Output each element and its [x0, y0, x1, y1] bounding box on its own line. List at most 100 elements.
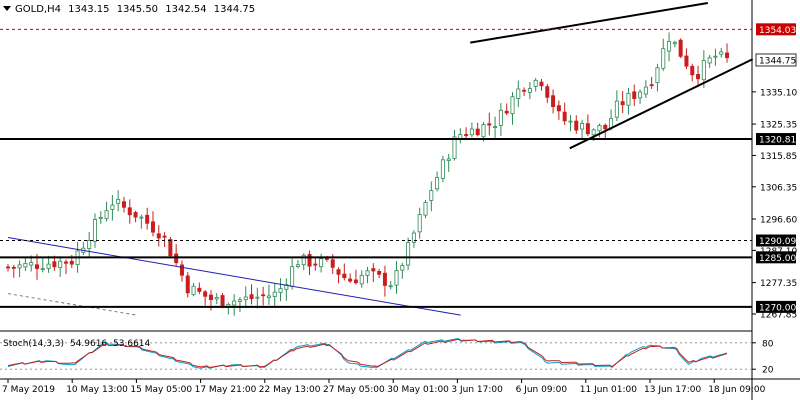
candle-body	[406, 242, 411, 266]
candle-body	[585, 123, 590, 135]
candle-body	[319, 258, 324, 268]
candle-body	[481, 124, 486, 138]
horizontal-levels: 1354.03 1344.75 1320.81 1290.09 1285.00 1270.…	[0, 23, 796, 313]
candle-body	[487, 123, 492, 126]
candle-body	[295, 264, 300, 267]
level-tag-label: 1320.81	[759, 136, 796, 146]
time-tick-label: 27 May 05:00	[323, 385, 385, 395]
candle-body	[110, 204, 115, 210]
time-tick-label: 6 Jun 09:00	[516, 385, 568, 395]
candle-body	[400, 265, 405, 271]
candle-body	[249, 294, 254, 300]
time-axis: 7 May 2019 10 May 13:00 15 May 05:00 17 May…	[2, 379, 766, 395]
candle-body	[632, 91, 637, 99]
candle-body	[475, 128, 480, 136]
candle-body	[330, 259, 335, 268]
level-tag-label: 1344.75	[759, 56, 796, 66]
candle-body	[197, 287, 202, 292]
candle-body	[655, 67, 660, 84]
candle-body	[574, 120, 579, 131]
candle-body	[435, 177, 440, 190]
price-tick-label: 1315.85	[760, 152, 797, 162]
candle-body	[348, 278, 353, 282]
candle-body	[522, 89, 527, 92]
candle-body	[324, 258, 329, 260]
close-value: 1344.75	[213, 4, 256, 15]
price-tick-label: 1325.35	[760, 121, 797, 131]
candle-body	[493, 126, 498, 128]
candle-body	[266, 295, 271, 299]
candle-body	[191, 285, 196, 296]
candle-body	[313, 263, 318, 266]
level-tag	[756, 23, 796, 36]
dashed-trendline	[7, 293, 137, 316]
candle-body	[145, 214, 150, 224]
candle-body	[603, 124, 608, 130]
candle-body	[690, 65, 695, 76]
candle-body	[29, 262, 34, 266]
candle-body	[359, 274, 364, 285]
candle-body	[104, 210, 109, 220]
candle-body	[469, 128, 474, 136]
candle-body	[551, 95, 556, 107]
candle-body	[92, 219, 97, 242]
candle-body	[284, 284, 289, 290]
candle-body	[725, 52, 730, 59]
candle-body	[672, 42, 677, 45]
level-tag	[756, 234, 796, 247]
candle-body	[174, 253, 179, 264]
channel-upper-line	[470, 2, 708, 44]
candle-body	[116, 198, 121, 204]
candle-body	[713, 55, 718, 58]
candle-body	[255, 296, 260, 299]
candle-body	[40, 268, 45, 271]
candle-body	[63, 261, 68, 264]
candle-body	[556, 105, 561, 112]
time-tick-label: 17 May 21:00	[195, 385, 257, 395]
level-tag	[755, 53, 797, 67]
level-tag-label: 1354.03	[759, 26, 796, 36]
candle-body	[17, 264, 22, 269]
candle-body	[243, 296, 248, 301]
candle-body	[133, 212, 138, 218]
candle-body	[342, 273, 347, 279]
candle-body	[353, 279, 358, 284]
candle-body	[150, 221, 155, 233]
candle-body	[707, 57, 712, 64]
candle-body	[510, 96, 515, 115]
candle-body	[661, 48, 666, 69]
price-tick-label: 1335.10	[760, 88, 797, 98]
candle-body	[533, 79, 538, 87]
down-trendline	[7, 237, 461, 316]
price-tick-label: 1306.35	[760, 183, 797, 193]
candle-body	[458, 134, 463, 140]
price-axis: 1335.101325.351315.851306.351296.601287.…	[752, 88, 797, 376]
candle-body	[701, 60, 706, 81]
candle-body	[34, 264, 39, 269]
candle-body	[446, 158, 451, 161]
symbol-label: GOLD,H4	[15, 4, 61, 15]
candle-body	[371, 268, 376, 272]
candle-body	[568, 120, 573, 123]
candle-body	[411, 232, 416, 243]
candle-body	[429, 190, 434, 201]
candle-body	[162, 235, 167, 238]
level-tag	[756, 133, 796, 146]
price-tick-label: 1296.60	[760, 216, 797, 226]
level-tag-label: 1270.00	[759, 303, 796, 313]
stochastic-panel	[0, 338, 752, 370]
open-value: 1343.15	[68, 4, 110, 15]
level-tag-label: 1290.09	[759, 237, 796, 247]
candle-body	[214, 297, 219, 300]
stoch-header: Stoch(14,3,3) 54.9616 53.6614	[3, 339, 153, 349]
candle-body	[614, 100, 619, 118]
time-tick-label: 3 Jun 17:00	[451, 385, 503, 395]
dropdown-triangle-icon[interactable]	[3, 6, 11, 11]
price-tick-label: 1267.85	[760, 310, 797, 320]
candle-body	[336, 269, 341, 275]
candle-body	[516, 88, 521, 99]
candle-body	[440, 159, 445, 179]
candle-body	[545, 86, 550, 98]
stoch-tick-label: 80	[762, 339, 774, 349]
